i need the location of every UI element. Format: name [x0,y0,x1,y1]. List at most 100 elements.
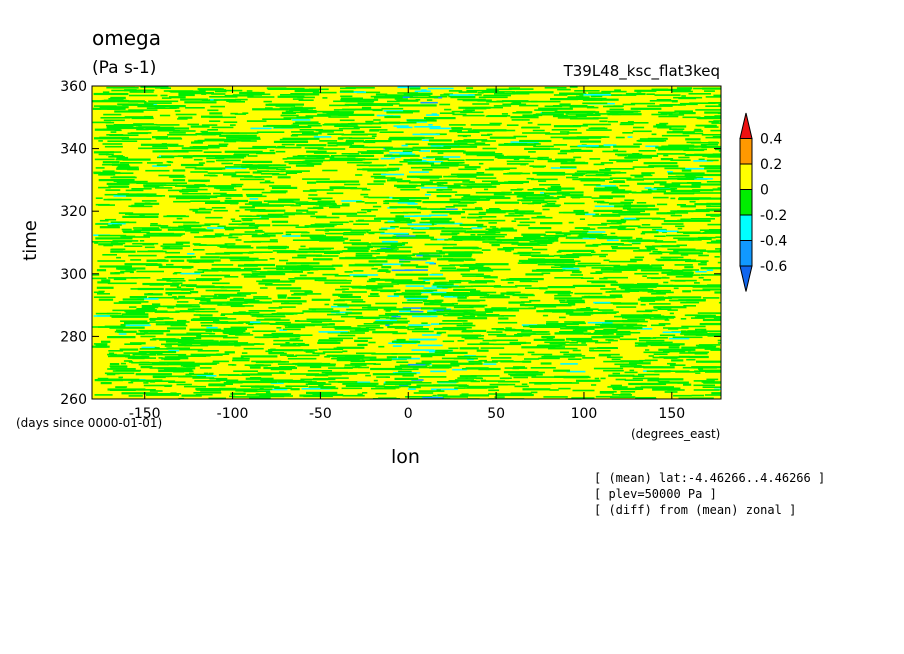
field-streak [632,375,645,377]
field-streak [710,129,721,132]
field-band [611,247,640,250]
field-band [656,212,676,215]
field-streak [488,208,500,210]
colorbar-bottom-triangle [739,265,753,292]
field-streak [598,145,604,147]
field-streak [620,122,649,124]
field-streak [202,224,211,227]
field-band [256,246,273,249]
field-streak [525,287,544,289]
field-band [403,110,420,113]
field-band [574,327,595,330]
field-streak [577,264,605,267]
field-streak [340,315,364,318]
field-streak [185,373,214,376]
field-streak [582,102,608,105]
field-band [140,143,179,146]
field-band [465,153,491,156]
field-streak [242,273,252,276]
field-streak [534,109,558,111]
field-streak [646,93,655,95]
field-streak [511,220,517,222]
field-band [248,201,262,204]
field-streak [201,324,213,327]
field-streak [274,387,293,389]
field-streak [315,129,343,132]
field-streak [324,123,338,125]
field-streak [220,194,243,196]
field-streak [259,387,264,390]
field-band [213,341,229,344]
field-streak [107,140,138,142]
field-streak [670,197,676,200]
field-band [639,296,672,299]
field-streak [460,111,484,114]
field-band [231,175,253,178]
field-streak [617,228,635,231]
field-streak [468,181,475,183]
field-streak [504,215,520,217]
field-streak [467,313,487,315]
field-streak [276,168,286,170]
field-band [714,291,721,294]
field-streak [349,220,354,223]
field-band [599,169,611,172]
field-band [569,117,599,120]
field-band [117,103,139,106]
field-streak [463,195,479,198]
field-streak [411,228,435,230]
field-streak [337,138,344,140]
field-streak [452,113,467,116]
field-streak [377,248,394,251]
field-streak [295,121,319,123]
field-streak [293,292,310,295]
colorbar-label: -0.6 [760,259,787,275]
field-streak [572,253,591,255]
field-streak [265,391,271,394]
field-streak [98,186,111,189]
field-band [457,175,477,178]
field-streak [508,307,536,310]
field-streak [287,357,317,360]
field-band [450,362,483,365]
field-streak [378,269,389,271]
field-streak [371,387,396,390]
field-streak [470,375,500,377]
field-streak [306,318,332,321]
field-band [463,151,496,154]
field-streak [194,271,205,273]
field-band [528,325,567,328]
field-streak [543,396,568,398]
field-band [357,343,368,346]
field-streak [460,273,484,276]
field-streak [488,222,497,224]
field-band [177,344,193,347]
field-streak [448,175,459,178]
field-streak [98,204,115,206]
field-streak [715,102,721,104]
field-band [694,352,708,355]
field-streak [435,349,453,352]
field-streak [658,115,679,118]
field-streak [368,295,380,297]
field-band [379,236,400,239]
field-streak [374,177,396,179]
field-band [140,366,153,369]
y-tick-label: 260 [60,392,87,408]
field-streak [532,129,545,132]
field-band [600,311,617,314]
field-streak [118,301,149,303]
field-streak [110,248,124,251]
field-band [673,249,706,252]
field-streak [505,327,512,329]
field-streak [612,149,618,152]
field-streak [442,243,457,246]
field-streak [423,279,430,281]
field-streak [177,297,206,299]
field-band [670,189,701,192]
field-band [263,334,290,337]
field-band [234,342,249,345]
field-streak [634,272,659,275]
field-streak [397,86,421,89]
field-streak [297,96,315,99]
